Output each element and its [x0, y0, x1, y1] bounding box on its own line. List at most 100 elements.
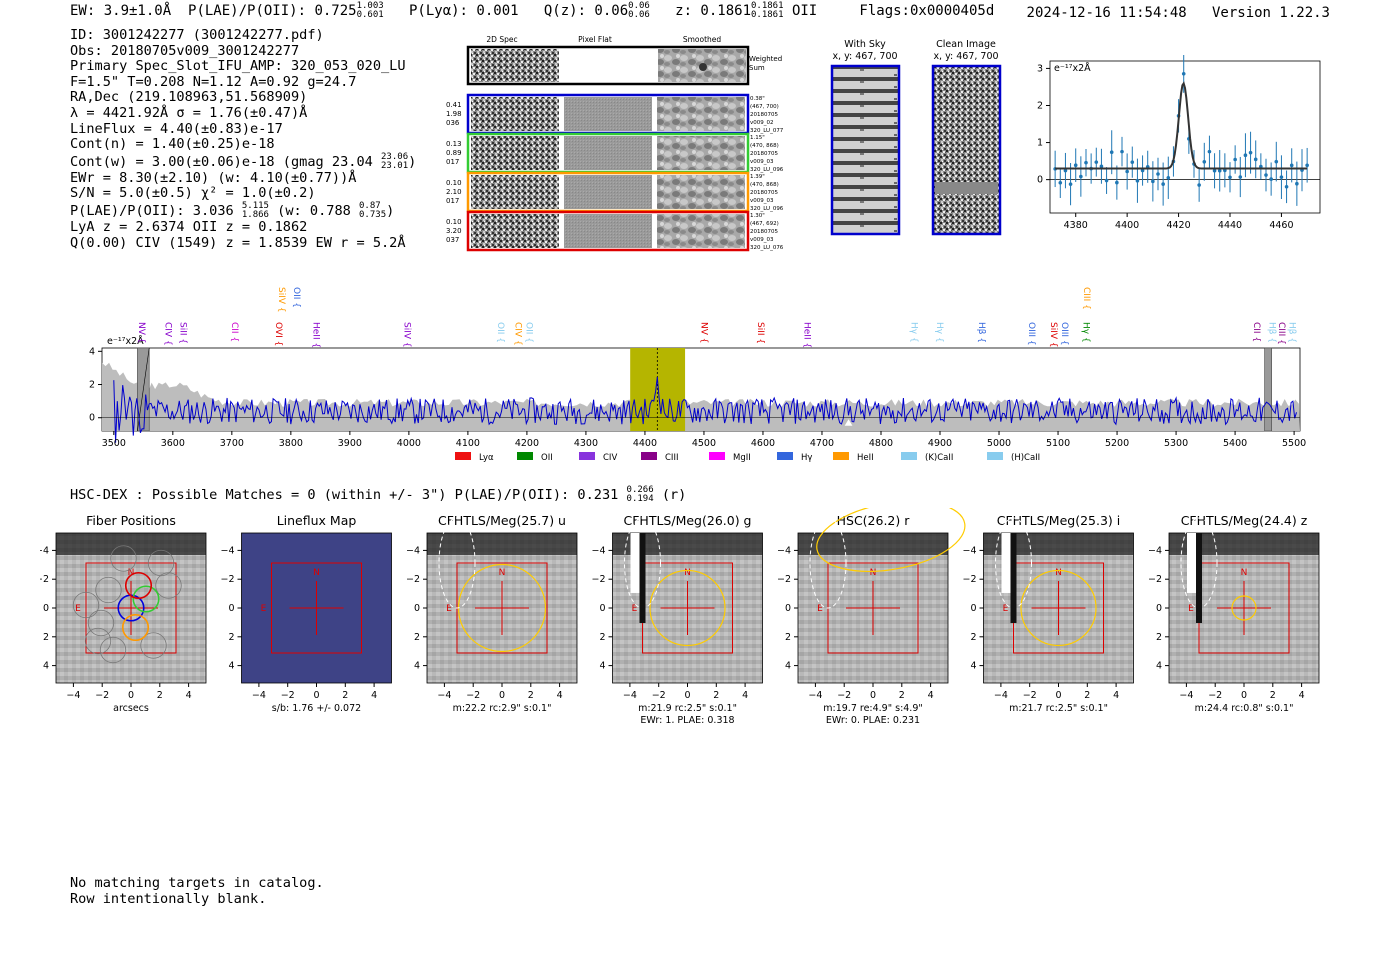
line-fit-point [1279, 175, 1284, 179]
fiber-row-left-label: 0.10 [446, 179, 462, 187]
spectral-line-label: CII { [229, 322, 239, 342]
hsc-line-text: HSC-DEX : Possible Matches = 0 (within +… [70, 487, 619, 503]
info-sn: S/N = 5.0(±0.5) χ² = 1.0(±0.2) [70, 185, 316, 202]
clean-image-coords: x, y: 467, 700 [933, 51, 998, 62]
cutout-ytick-label: 2 [970, 632, 976, 643]
cutout-title: CFHTLS/Meg(25.7) u [438, 513, 566, 528]
info-lineflux: LineFlux = 4.40(±0.83)e-17 [70, 120, 283, 137]
spectral-line-label: Hγ { [934, 322, 944, 343]
spectrum-xtick-label: 4200 [515, 438, 539, 449]
cutout-ytick-label: 4 [228, 661, 234, 672]
cutout-xtick-label: 0 [313, 690, 319, 701]
cutout-xtick-label: −4 [252, 690, 266, 701]
cutout-ytick-label: 4 [43, 661, 49, 672]
cutout-ytick-label: 4 [785, 661, 791, 672]
legend-swatch [455, 452, 471, 460]
spectral-line-label: CIV { [163, 322, 173, 346]
legend-swatch [641, 452, 657, 460]
header-plae: P(LAE)/P(OII): 0.725 [188, 3, 357, 19]
dark-streak [1196, 533, 1202, 623]
summary-header: EW: 3.9±1.0Å P(LAE)/P(OII): 0.7251.003 0.… [70, 2, 994, 20]
fiber-row-left-label: 0.89 [446, 149, 462, 157]
line-fit-point [1151, 179, 1155, 184]
cutout-caption: m:19.7 re:4.9" s:4.9" [823, 703, 923, 714]
cutout-ytick-label: 2 [43, 632, 49, 643]
legend-swatch [579, 452, 595, 460]
info-contw-row: Cont(w) = 3.00(±0.06)e-18 (gmag 23.04 23… [70, 152, 416, 171]
line-fit-point [1125, 169, 1129, 174]
fiber-row-2d [471, 214, 559, 248]
fiber-circle-highlight [121, 613, 150, 642]
cutout-east-label: E [632, 604, 638, 614]
col-header-smooth: Smoothed [683, 35, 722, 44]
fiber-circle [95, 576, 122, 604]
cutout-caption-2: EWr: 0, PLAE: 0.231 [826, 715, 920, 723]
info-id: ID: 3001242277 (3001242277.pdf) [70, 27, 324, 43]
fiber-2d-panel: 2D Spec Pixel Flat Smoothed Weighted Sum… [446, 35, 784, 252]
spectrum-xtick-label: 4600 [751, 438, 775, 449]
fiber-row-left-label: 036 [446, 119, 460, 127]
cutout-east-label: E [75, 604, 81, 614]
cutout-ytick-label: −2 [591, 574, 605, 585]
line-fit-point [1120, 149, 1124, 154]
cutout-caption: m:21.7 rc:2.5" s:0.1" [1009, 703, 1108, 714]
fiber-row-2d [471, 175, 559, 209]
fiber-row-right-label: 20180705 [750, 151, 778, 157]
line-fit-point [1058, 180, 1063, 185]
spectral-line-label: NV { [136, 322, 146, 343]
fiber-row-frame [466, 210, 750, 252]
legend-swatch [901, 452, 917, 460]
cutout-ytick-label: −2 [962, 574, 976, 585]
cutout-title: CFHTLS/Meg(24.4) z [1181, 513, 1308, 528]
header-flags: Flags:0x0000405d [859, 3, 995, 19]
bright-streak [1001, 533, 1011, 593]
line-fit-xtick-label: 4460 [1269, 220, 1293, 231]
cutout-ytick-label: −2 [406, 574, 420, 585]
footer-line-2: Row intentionally blank. [70, 890, 267, 907]
spectrum-xtick-label: 3500 [102, 438, 126, 449]
legend-label: HeII [857, 453, 874, 463]
fiber-row-left-label: 0.10 [446, 218, 462, 226]
line-fit-point [1295, 181, 1299, 186]
cutout-dark-band [983, 533, 1134, 555]
info-plae-hi: 5.115 [241, 200, 269, 211]
full-spectrum: 3500 3600 3700 3800 3900 4000 4100 4200 4300 4400… [89, 287, 1306, 463]
cutout-ytick-label: −4 [40, 545, 49, 556]
cutout-dark-band [612, 533, 763, 555]
cutout-ytick-label: −4 [777, 545, 791, 556]
line-fit-point [1115, 180, 1119, 185]
cutouts-content: Fiber Positions N E −4 4 −2 2 0 0 2 −2 4 −4 arcsecs Li… [40, 508, 1320, 723]
line-fit-ytick-label: 0 [1037, 175, 1043, 186]
line-fit-ytick-label: 2 [1037, 100, 1043, 111]
spectrum-xtick-label: 4900 [928, 438, 952, 449]
line-fit-point [1135, 178, 1140, 183]
spectral-line-label: OII { [291, 287, 301, 308]
cutout-east-label: E [1003, 604, 1009, 614]
cutout-north-label: N [1055, 568, 1062, 578]
spectral-line-label: Hβ { [1286, 322, 1296, 343]
fiber-row-right-label: 1.30" [750, 213, 765, 219]
sky-panels: With Sky x, y: 467, 700 Clean Image x, y… [830, 39, 1002, 236]
cutout-xtick-label: 0 [499, 690, 505, 701]
line-fit-plot: 4380 4400 4420 4440 4460 0 1 2 3 e⁻¹⁷x2Å [1037, 55, 1321, 231]
footer-line-1: No matching targets in catalog. [70, 875, 324, 891]
fiber-row-left-label: 017 [446, 158, 459, 166]
line-fit-ytick-label: 3 [1037, 63, 1043, 74]
header-plae-lo: 0.601 [356, 10, 384, 20]
fiber-row-right-label: (467, 692) [750, 221, 779, 227]
spectrum-xtick-label: 3700 [220, 438, 244, 449]
legend-label: CIV [603, 453, 617, 463]
line-fit-ylabel: e⁻¹⁷x2Å [1054, 62, 1091, 74]
line-fit-model-curve [1055, 81, 1308, 170]
fiber-row-right-label: (470, 868) [750, 182, 779, 188]
line-fit-point [1269, 177, 1273, 181]
legend-label: CIII [665, 453, 678, 463]
cutout-xtick-label: 4 [928, 690, 934, 701]
fiber-row-left-label: 0.41 [446, 101, 462, 109]
info-plae-w-lo: 0.735 [359, 209, 387, 220]
fiber-row-flat [564, 136, 652, 170]
cutout-north-label: N [128, 568, 135, 578]
line-fit-point [1233, 157, 1237, 162]
spectrum-xtick-label: 4800 [869, 438, 893, 449]
spectral-line-label: CIII { [1081, 287, 1091, 310]
